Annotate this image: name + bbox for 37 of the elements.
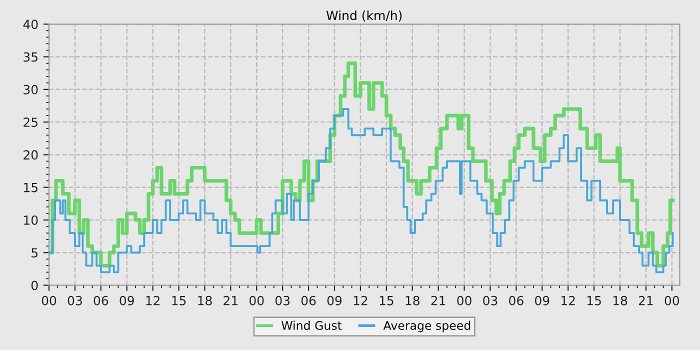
chart-title: Wind (km/h) — [326, 10, 402, 22]
x-tick-label: 00 — [457, 296, 472, 306]
x-tick-label: 09 — [120, 296, 134, 306]
x-tick-label: 06 — [509, 296, 524, 306]
x-tick-label: 09 — [535, 296, 550, 306]
y-tick-label: 15 — [24, 182, 38, 192]
x-tick-label: 09 — [327, 296, 342, 306]
y-tick-label: 30 — [24, 84, 38, 94]
y-tick-label: 0 — [31, 280, 38, 290]
x-tick-label: 15 — [172, 296, 186, 306]
y-tick-label: 35 — [24, 52, 38, 62]
x-tick-label: 21 — [431, 296, 446, 306]
x-tick-label: 15 — [587, 296, 601, 306]
y-tick-label: 20 — [24, 150, 38, 160]
y-tick-label: 5 — [32, 248, 38, 258]
y-tick-label: 10 — [24, 215, 38, 225]
y-tick-label: 40 — [23, 20, 38, 30]
x-tick-label: 00 — [42, 296, 56, 306]
y-tick-label: 25 — [24, 118, 38, 127]
legend-label: Average speed — [383, 320, 470, 332]
x-tick-label: 00 — [664, 296, 680, 306]
legend-label: Wind Gust — [282, 320, 342, 330]
x-tick-label: 21 — [224, 296, 238, 306]
x-tick-label: 12 — [354, 296, 368, 306]
x-tick-label: 03 — [275, 296, 290, 306]
x-tick-label: 00 — [250, 296, 264, 306]
x-tick-label: 12 — [146, 296, 160, 306]
x-tick-label: 18 — [198, 296, 212, 306]
x-tick-label: 21 — [638, 296, 653, 306]
x-tick-label: 06 — [94, 296, 108, 306]
x-tick-label: 03 — [68, 296, 82, 306]
x-tick-label: 18 — [613, 296, 628, 306]
x-tick-label: 06 — [301, 296, 316, 306]
x-tick-label: 03 — [483, 296, 498, 306]
x-tick-label: 12 — [562, 296, 575, 306]
x-tick-label: 18 — [406, 296, 420, 306]
x-tick-label: 15 — [380, 296, 394, 306]
